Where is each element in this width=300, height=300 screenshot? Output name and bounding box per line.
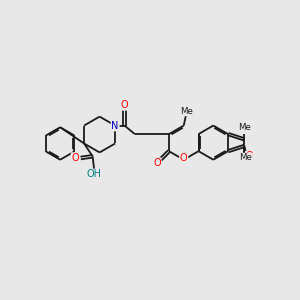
Text: O: O: [72, 153, 79, 163]
Text: Me: Me: [239, 154, 252, 163]
Text: Me: Me: [238, 123, 251, 132]
Text: OH: OH: [87, 169, 102, 179]
Text: O: O: [121, 100, 128, 110]
Text: N: N: [112, 121, 119, 130]
Text: O: O: [246, 152, 254, 161]
Text: Me: Me: [180, 106, 193, 116]
Text: O: O: [153, 158, 161, 168]
Text: O: O: [180, 153, 188, 163]
